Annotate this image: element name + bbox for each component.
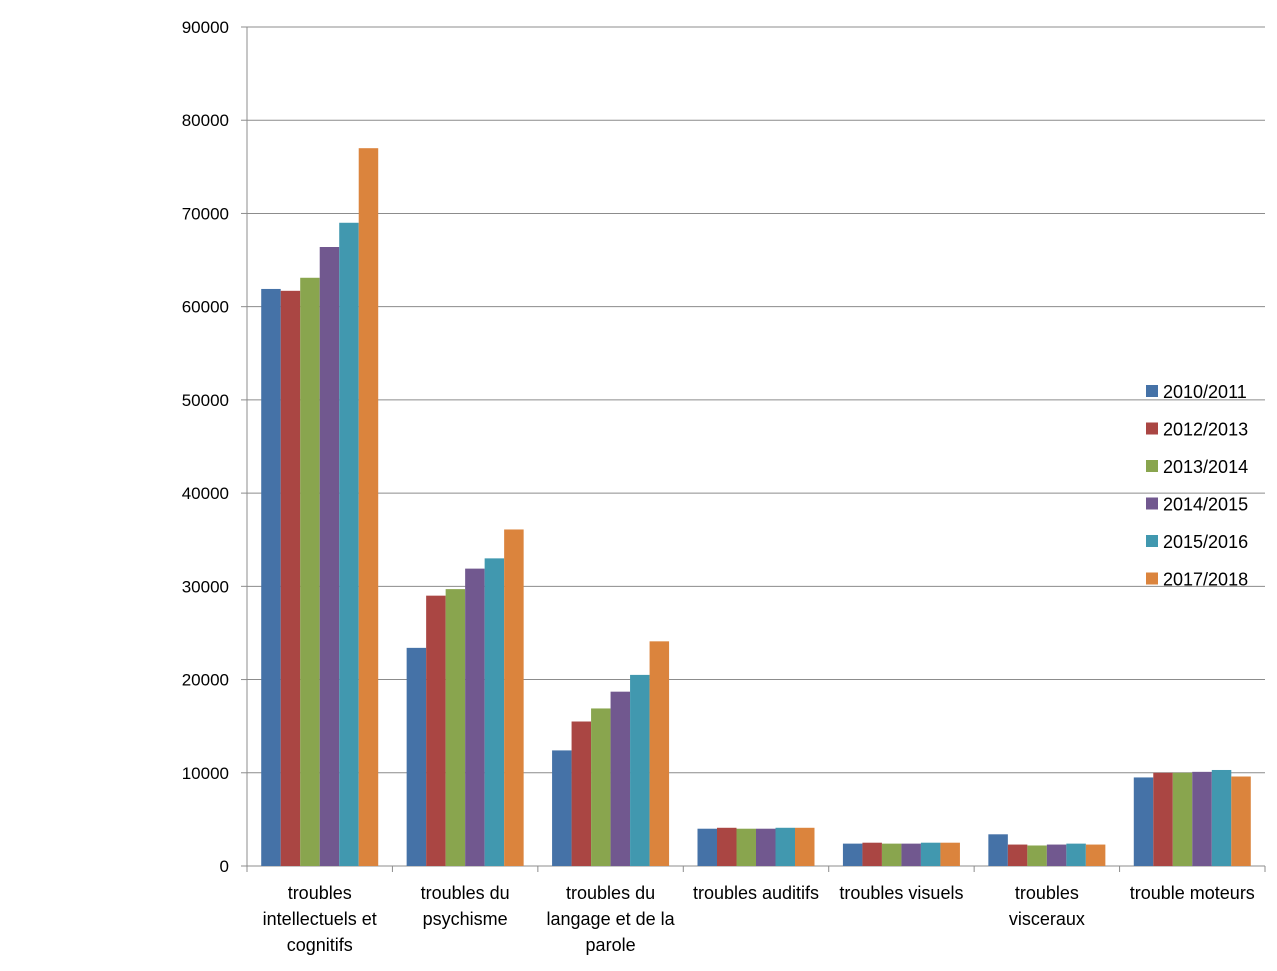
y-tick-label: 20000 <box>182 671 229 690</box>
bar-2-2010-2011 <box>406 647 427 866</box>
y-tick-label: 80000 <box>182 111 229 130</box>
legend-label: 2013/2014 <box>1163 457 1248 477</box>
bar-5-2014-2015 <box>901 843 921 866</box>
legend-swatch <box>1146 572 1158 585</box>
bar-3-2010-2011 <box>552 750 572 866</box>
legend-swatch <box>1146 385 1158 397</box>
y-tick-label: 60000 <box>182 298 229 317</box>
x-category-label: troubles intellectuels et cognitifs <box>263 883 377 955</box>
bar-4-2010-2011 <box>697 828 717 866</box>
bar-1-2010-2011 <box>261 288 281 866</box>
bar-7-2017-2018 <box>1231 776 1251 866</box>
legend-swatch <box>1146 422 1158 435</box>
y-tick-label: 0 <box>220 857 229 876</box>
x-category-label: trouble moteurs <box>1130 883 1255 903</box>
y-tick-label: 10000 <box>182 764 229 783</box>
x-category-label: troubles visuels <box>839 883 963 903</box>
bar-4-2013-2014 <box>736 828 756 866</box>
bar-6-2010-2011 <box>988 834 1008 866</box>
bar-2-2017-2018 <box>504 529 524 866</box>
bar-3-2013-2014 <box>591 708 611 866</box>
bar-2-2013-2014 <box>445 589 466 866</box>
bar-5-2013-2014 <box>881 843 902 866</box>
bar-3-2014-2015 <box>610 691 631 866</box>
legend-swatch <box>1146 535 1158 547</box>
y-tick-label: 90000 <box>182 18 229 37</box>
legend-label: 2012/2013 <box>1163 420 1248 440</box>
bar-5-2010-2011 <box>842 843 863 866</box>
legend-label: 2017/2018 <box>1163 570 1248 590</box>
y-tick-label: 40000 <box>182 484 229 503</box>
bar-1-2012-2013 <box>280 290 301 867</box>
bar-2-2015-2016 <box>484 558 505 866</box>
legend-swatch <box>1146 497 1158 510</box>
bar-2-2012-2013 <box>426 595 446 866</box>
x-category-label: troubles du langage et de la parole <box>547 883 676 955</box>
bar-7-2013-2014 <box>1172 772 1193 866</box>
bar-6-2012-2013 <box>1007 844 1028 866</box>
bar-7-2014-2015 <box>1192 771 1212 866</box>
x-category-label: troubles auditifs <box>693 883 819 903</box>
bar-5-2017-2018 <box>940 842 960 866</box>
bar-4-2017-2018 <box>795 827 815 866</box>
bar-5-2015-2016 <box>920 842 941 866</box>
bar-5-2012-2013 <box>862 842 882 866</box>
bar-7-2012-2013 <box>1153 772 1173 866</box>
bar-1-2014-2015 <box>319 247 340 866</box>
legend-label: 2014/2015 <box>1163 495 1248 515</box>
bar-3-2015-2016 <box>630 674 650 866</box>
bar-2-2014-2015 <box>465 568 485 866</box>
legend-label: 2010/2011 <box>1163 382 1247 402</box>
bar-4-2015-2016 <box>775 827 795 866</box>
x-category-label: troubles visceraux <box>1009 883 1085 929</box>
bar-7-2010-2011 <box>1133 777 1154 866</box>
bar-6-2015-2016 <box>1066 843 1086 866</box>
x-category-label: troubles du psychisme <box>421 883 510 929</box>
legend-swatch <box>1146 460 1158 472</box>
bar-6-2014-2015 <box>1046 844 1067 866</box>
bar-1-2013-2014 <box>300 277 320 866</box>
y-tick-label: 50000 <box>182 391 229 410</box>
bar-3-2012-2013 <box>571 721 592 866</box>
legend-label: 2015/2016 <box>1163 532 1248 552</box>
bar-4-2012-2013 <box>717 827 737 866</box>
bar-6-2013-2014 <box>1027 845 1047 866</box>
bar-4-2014-2015 <box>756 828 776 866</box>
bar-1-2017-2018 <box>358 148 379 866</box>
y-tick-label: 70000 <box>182 204 229 223</box>
bar-6-2017-2018 <box>1085 844 1106 866</box>
bar-7-2015-2016 <box>1211 769 1232 866</box>
y-tick-label: 30000 <box>182 577 229 596</box>
bar-1-2015-2016 <box>339 222 359 866</box>
bar-3-2017-2018 <box>649 641 670 866</box>
